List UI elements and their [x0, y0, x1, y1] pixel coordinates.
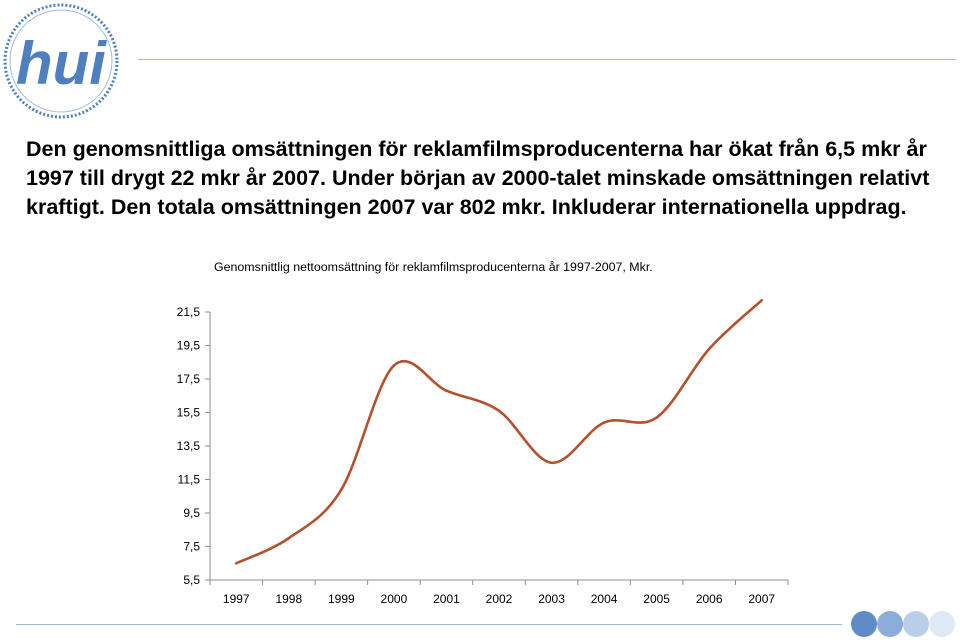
data-point — [392, 364, 396, 367]
x-tick-label: 2000 — [381, 592, 408, 606]
data-point — [234, 561, 238, 565]
y-tick-label: 21,5 — [177, 305, 201, 319]
data-point — [287, 536, 291, 540]
line-chart: 21,5 19,5 17,5 15,5 13,5 11,5 9,5 7,5 5,5 1997 199… — [177, 298, 789, 606]
y-tick-label: 11,5 — [178, 473, 201, 487]
top-divider — [138, 59, 956, 60]
data-point — [340, 488, 343, 491]
data-point — [602, 421, 606, 424]
headline: Den genomsnittliga omsättningen för rekl… — [26, 135, 946, 222]
y-tick-label: 17,5 — [177, 372, 201, 386]
headline-line-3: kraftigt. Den totala omsättningen 2007 v… — [26, 195, 907, 219]
x-tick-label: 2005 — [643, 592, 670, 606]
decorative-dots-icon — [851, 611, 955, 637]
series-line — [235, 299, 763, 565]
data-point — [760, 298, 764, 302]
y-tick-label: 5,5 — [183, 573, 200, 587]
data-point — [445, 389, 448, 393]
headline-line-1: Den genomsnittliga omsättningen för rekl… — [26, 137, 927, 161]
x-tick-label: 2004 — [591, 592, 618, 606]
hui-logo: hui — [3, 3, 119, 119]
y-tick-label: 15,5 — [177, 406, 201, 420]
x-tick-label: 1999 — [328, 592, 355, 606]
x-tick-label: 2007 — [748, 592, 775, 606]
y-tick-label: 13,5 — [177, 439, 201, 453]
x-tick-label: 1998 — [275, 592, 302, 606]
y-tick-label: 19,5 — [177, 339, 201, 353]
x-tick-label: 2006 — [696, 592, 723, 606]
x-tick-label: 2001 — [433, 592, 460, 606]
data-point — [497, 409, 501, 413]
bottom-divider — [16, 624, 842, 625]
x-tick-label: 2003 — [538, 592, 565, 606]
x-tick-label: 1997 — [223, 592, 250, 606]
data-point — [707, 347, 711, 351]
headline-line-2: 1997 till drygt 22 mkr år 2007. Under bö… — [26, 166, 930, 190]
data-point — [550, 461, 553, 465]
y-tick-label: 7,5 — [183, 540, 200, 554]
y-tick-label: 9,5 — [183, 506, 200, 520]
svg-text:hui: hui — [16, 30, 107, 97]
chart-title: Genomsnittlig nettoomsättning för reklam… — [214, 260, 653, 274]
x-tick-label: 2002 — [486, 592, 513, 606]
data-point — [655, 416, 658, 419]
